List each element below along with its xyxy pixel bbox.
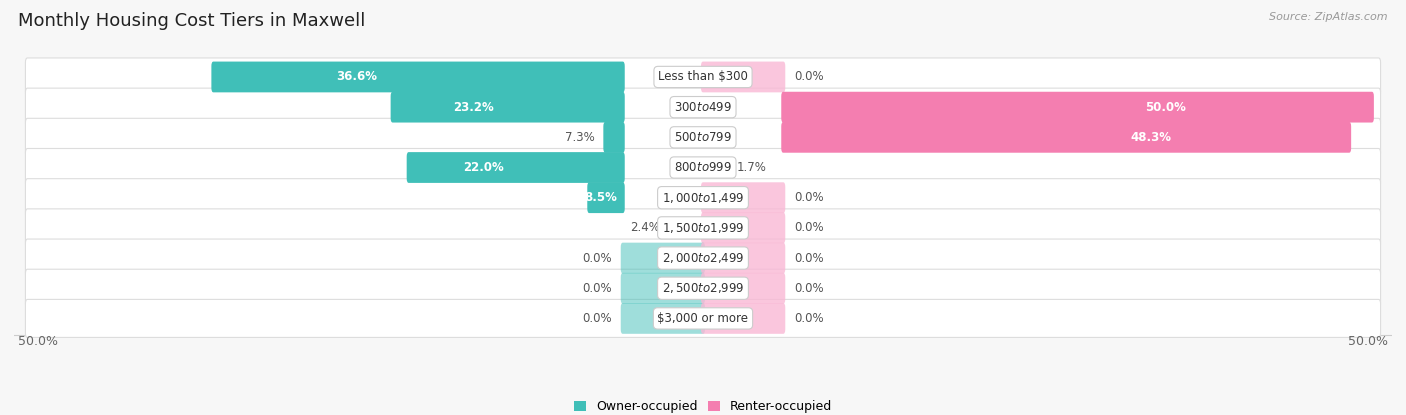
FancyBboxPatch shape xyxy=(25,209,1381,247)
FancyBboxPatch shape xyxy=(702,243,786,273)
Text: 0.0%: 0.0% xyxy=(794,282,824,295)
Text: 8.5%: 8.5% xyxy=(585,191,617,204)
FancyBboxPatch shape xyxy=(25,239,1381,277)
FancyBboxPatch shape xyxy=(211,61,624,93)
Text: $2,500 to $2,999: $2,500 to $2,999 xyxy=(662,281,744,295)
Text: 0.0%: 0.0% xyxy=(794,312,824,325)
FancyBboxPatch shape xyxy=(702,61,786,93)
Text: $500 to $799: $500 to $799 xyxy=(673,131,733,144)
Text: 50.0%: 50.0% xyxy=(1348,334,1388,347)
Text: 23.2%: 23.2% xyxy=(453,101,494,114)
Text: 0.0%: 0.0% xyxy=(794,221,824,234)
FancyBboxPatch shape xyxy=(25,299,1381,337)
FancyBboxPatch shape xyxy=(702,273,786,304)
FancyBboxPatch shape xyxy=(25,149,1381,186)
Legend: Owner-occupied, Renter-occupied: Owner-occupied, Renter-occupied xyxy=(569,397,837,415)
FancyBboxPatch shape xyxy=(25,58,1381,96)
Text: $2,000 to $2,499: $2,000 to $2,499 xyxy=(662,251,744,265)
FancyBboxPatch shape xyxy=(620,303,704,334)
Text: 50.0%: 50.0% xyxy=(18,334,58,347)
Text: 0.0%: 0.0% xyxy=(582,282,612,295)
Text: $1,000 to $1,499: $1,000 to $1,499 xyxy=(662,190,744,205)
Text: 0.0%: 0.0% xyxy=(582,312,612,325)
Text: $1,500 to $1,999: $1,500 to $1,999 xyxy=(662,221,744,235)
FancyBboxPatch shape xyxy=(620,243,704,273)
FancyBboxPatch shape xyxy=(25,118,1381,156)
Text: 7.3%: 7.3% xyxy=(565,131,595,144)
Text: 2.4%: 2.4% xyxy=(630,221,661,234)
FancyBboxPatch shape xyxy=(620,273,704,304)
FancyBboxPatch shape xyxy=(25,88,1381,126)
Text: Source: ZipAtlas.com: Source: ZipAtlas.com xyxy=(1270,12,1388,22)
Text: 50.0%: 50.0% xyxy=(1146,101,1187,114)
Text: $800 to $999: $800 to $999 xyxy=(673,161,733,174)
FancyBboxPatch shape xyxy=(391,92,624,122)
Text: 22.0%: 22.0% xyxy=(463,161,503,174)
Text: 1.7%: 1.7% xyxy=(737,161,766,174)
FancyBboxPatch shape xyxy=(603,122,624,153)
FancyBboxPatch shape xyxy=(406,152,624,183)
Text: 0.0%: 0.0% xyxy=(794,191,824,204)
Text: Less than $300: Less than $300 xyxy=(658,71,748,83)
FancyBboxPatch shape xyxy=(782,122,1351,153)
FancyBboxPatch shape xyxy=(702,212,786,243)
FancyBboxPatch shape xyxy=(25,179,1381,217)
FancyBboxPatch shape xyxy=(588,182,624,213)
Text: 0.0%: 0.0% xyxy=(794,71,824,83)
FancyBboxPatch shape xyxy=(702,303,786,334)
FancyBboxPatch shape xyxy=(25,269,1381,307)
FancyBboxPatch shape xyxy=(702,182,786,213)
Text: 48.3%: 48.3% xyxy=(1130,131,1171,144)
Text: 0.0%: 0.0% xyxy=(794,251,824,264)
FancyBboxPatch shape xyxy=(782,92,1374,122)
Text: 0.0%: 0.0% xyxy=(582,251,612,264)
Text: 36.6%: 36.6% xyxy=(336,71,377,83)
Text: Monthly Housing Cost Tiers in Maxwell: Monthly Housing Cost Tiers in Maxwell xyxy=(18,12,366,30)
Text: $3,000 or more: $3,000 or more xyxy=(658,312,748,325)
Text: $300 to $499: $300 to $499 xyxy=(673,101,733,114)
